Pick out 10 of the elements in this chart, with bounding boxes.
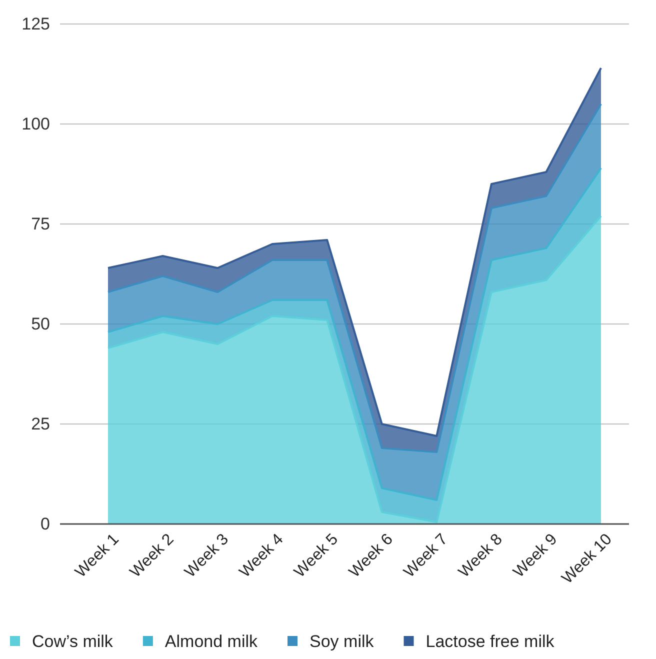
y-tick-label: 100 xyxy=(22,114,50,134)
legend-label: Almond milk xyxy=(164,632,258,651)
y-tick-label: 125 xyxy=(22,14,50,34)
y-tick-label: 50 xyxy=(31,314,50,334)
y-tick-label: 75 xyxy=(31,214,50,234)
legend-label: Cow’s milk xyxy=(32,632,114,651)
y-tick-label: 0 xyxy=(40,514,50,534)
y-tick-label: 25 xyxy=(31,414,50,434)
legend-label: Lactose free milk xyxy=(426,632,555,651)
legend-label: Soy milk xyxy=(310,632,374,651)
